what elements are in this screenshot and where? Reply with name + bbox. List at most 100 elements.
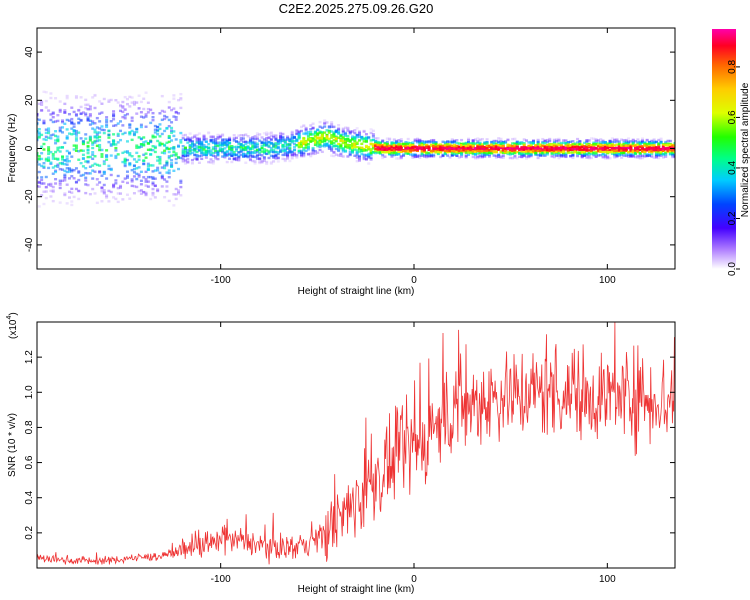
spectrogram-cell — [302, 140, 306, 143]
spectrogram-cell — [158, 112, 162, 115]
spectrogram-cell — [589, 156, 593, 160]
spectrogram-cell — [624, 138, 628, 142]
spectrogram-cell — [49, 137, 53, 140]
spectrogram-cell — [494, 139, 498, 143]
spectrogram-cell — [578, 151, 582, 154]
spectrogram-cell — [188, 140, 192, 143]
spectrogram-cell — [473, 147, 477, 150]
spectrogram-cell — [65, 149, 69, 153]
spectrogram-cell — [478, 154, 482, 157]
spectrogram-cell — [344, 131, 348, 135]
spectrogram-cell — [299, 145, 303, 148]
spectrogram-cell — [339, 137, 343, 141]
spectrogram-cell — [376, 150, 380, 153]
spectrogram-cell — [235, 147, 239, 150]
spectrogram-cell — [548, 139, 552, 143]
spectrogram-cell — [153, 184, 157, 188]
spectrogram-cell — [622, 154, 626, 157]
spectrogram-cell — [279, 135, 283, 139]
spectrogram-cell — [279, 131, 283, 135]
spectrogram-cell — [56, 138, 60, 141]
spectrogram-cell — [84, 171, 88, 175]
spectrogram-cell — [186, 157, 190, 161]
spectrogram-cell — [235, 145, 239, 149]
spectrogram-cell — [121, 198, 125, 201]
spectrogram-cell — [601, 144, 605, 147]
spectrogram-cell — [181, 137, 185, 140]
spectrogram-cell — [594, 142, 598, 146]
spectrogram-cell — [501, 156, 505, 159]
spectrogram-cell — [51, 166, 55, 169]
spectrogram-cell — [306, 142, 310, 146]
spectrogram-cell — [235, 153, 239, 157]
spectrogram-cell — [624, 140, 628, 143]
spectrogram-cell — [538, 143, 542, 147]
spectrogram-cell — [95, 163, 99, 167]
spectrogram-cell — [369, 142, 373, 145]
spectrogram-cell — [72, 110, 76, 114]
spectrogram-cell — [135, 172, 139, 176]
spectrogram-cell — [202, 137, 206, 141]
spectrogram-cell — [237, 151, 241, 154]
spectrogram-cell — [351, 151, 355, 154]
spectrogram-cell — [216, 157, 220, 161]
spectrogram-cell — [434, 145, 438, 148]
spectrogram-cell — [86, 172, 90, 175]
spectrogram-cell — [518, 155, 522, 158]
spectrogram-cell — [332, 151, 336, 154]
spectrogram-cell — [216, 133, 220, 137]
spectrogram-cell — [42, 165, 46, 168]
spectrogram-cell — [223, 138, 227, 141]
spectrogram-cell — [346, 134, 350, 138]
spectrogram-cell — [620, 147, 624, 150]
spectrogram-cell — [258, 157, 262, 161]
spectrogram-cell — [564, 142, 568, 145]
spectrogram-cell — [232, 137, 236, 140]
spectrogram-cell — [105, 120, 109, 124]
spectrogram-cell — [288, 144, 292, 148]
spectrogram-cell — [49, 92, 53, 95]
spectrogram-cell — [297, 149, 301, 153]
spectrogram-cell — [634, 147, 638, 150]
spectrogram-cell — [244, 133, 248, 136]
spectrogram-cell — [369, 151, 373, 155]
spectrogram-cell — [650, 146, 654, 150]
spectrogram-cell — [128, 95, 132, 99]
spectrogram-cell — [183, 146, 187, 149]
spectrogram-cell — [42, 138, 46, 141]
spectrogram-cell — [320, 140, 324, 143]
spectrogram-cell — [636, 155, 640, 158]
spectrogram-cell — [483, 155, 487, 158]
spectrogram-cell — [566, 141, 570, 144]
spectrogram-cell — [167, 118, 171, 122]
spectrogram-cell — [483, 149, 487, 153]
spectrogram-cell — [610, 146, 614, 149]
spectrogram-cell — [44, 138, 48, 142]
spectrogram-cell — [497, 155, 501, 159]
spectrogram-cell — [432, 139, 436, 142]
spectrogram-cell — [269, 142, 273, 145]
spectrogram-cell — [341, 141, 345, 145]
spectrogram-cell — [638, 148, 642, 151]
spectrogram-cell — [67, 177, 71, 180]
spectrogram-cell — [439, 148, 443, 151]
spectrogram-cell — [95, 126, 99, 129]
spectrogram-cell — [332, 141, 336, 145]
spectrogram-cell — [434, 151, 438, 154]
spectrogram-cell — [603, 144, 607, 147]
spectrogram-cell — [545, 148, 549, 151]
spectrogram-cell — [267, 156, 271, 160]
spectrogram-cell — [102, 160, 106, 163]
spectrogram-cell — [559, 146, 563, 149]
spectrogram-cell — [599, 141, 603, 144]
spectrogram-cell — [420, 146, 424, 150]
spectrogram-cell — [276, 151, 280, 154]
spectrogram-cell — [318, 120, 322, 124]
spectrogram-cell — [608, 148, 612, 152]
spectrogram-cell — [241, 148, 245, 152]
spectrogram-cell — [58, 110, 62, 113]
spectrogram-cell — [337, 127, 341, 130]
spectrogram-cell — [193, 153, 197, 157]
spectrogram-cell — [160, 118, 164, 122]
spectrogram-cell — [42, 148, 46, 151]
